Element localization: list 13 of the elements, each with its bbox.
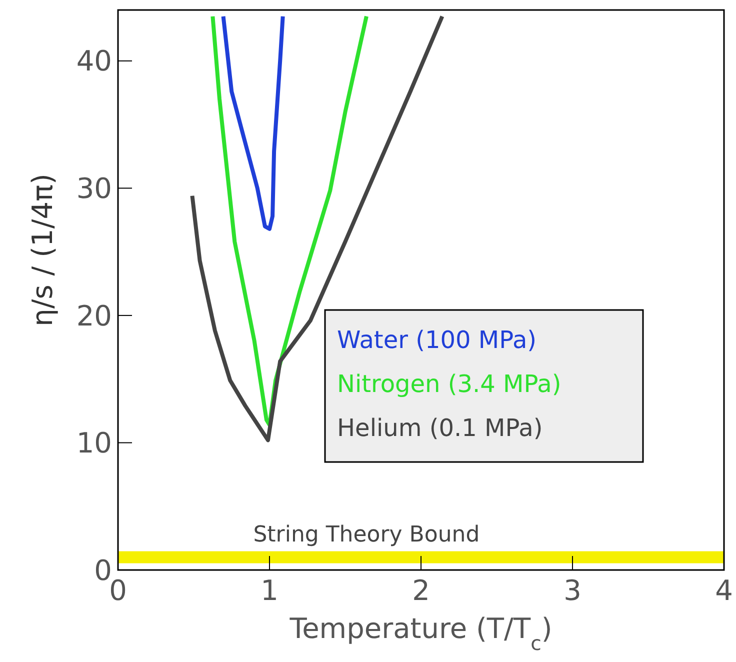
line-series <box>221 14 285 231</box>
y-tick-label: 30 <box>76 172 112 205</box>
y-tick-label: 10 <box>76 426 112 460</box>
legend-panel: Water (100 MPa) Nitrogen (3.4 MPa) Helium (0.1 MPa) <box>324 309 644 463</box>
y-tick-label: 20 <box>76 299 112 332</box>
ref-line-label: String Theory Bound <box>253 522 480 548</box>
x-tick-label: 4 <box>715 574 733 607</box>
x-tick-label: 2 <box>412 574 430 607</box>
x-axis-title: Temperature (T/T$_{c}$) <box>288 612 552 654</box>
x-tick-label: 3 <box>564 574 582 607</box>
x-tick-label: 1 <box>260 574 278 607</box>
y-axis-title: η/s / (1/4π) <box>26 174 59 326</box>
y-tick-label: 40 <box>76 44 112 78</box>
